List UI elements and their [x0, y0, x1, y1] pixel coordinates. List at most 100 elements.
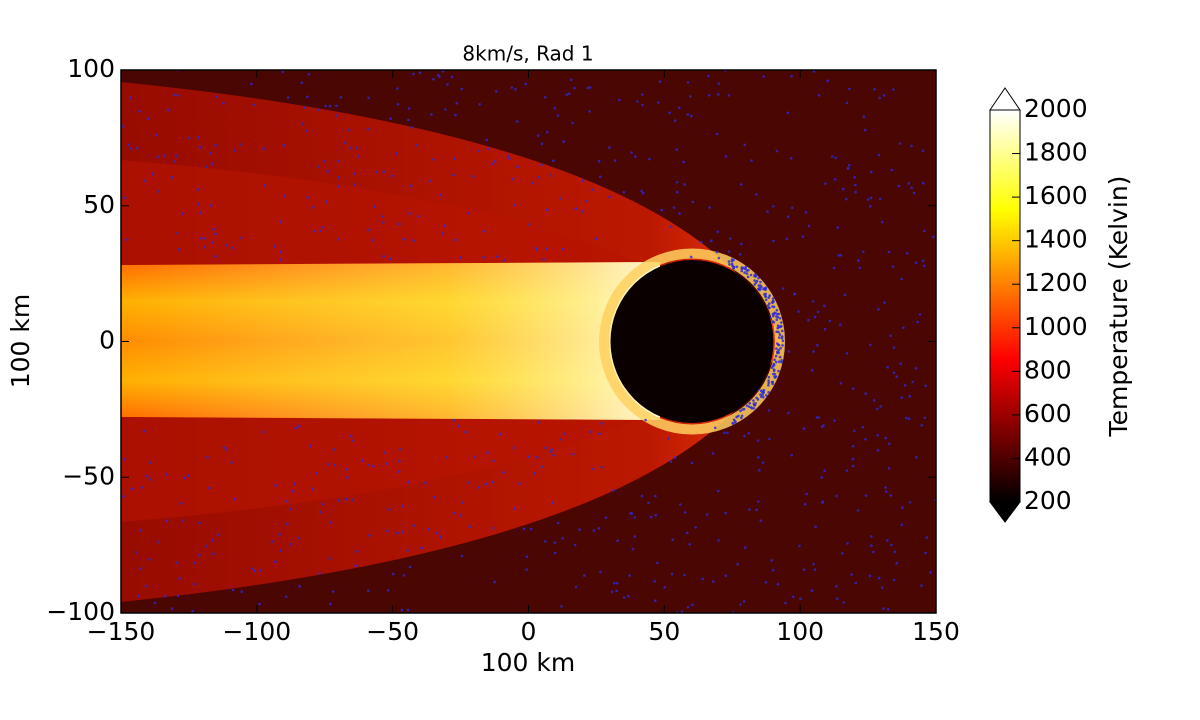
- particle: [401, 504, 404, 508]
- y-tick-label: −100: [46, 597, 115, 626]
- particle: [882, 94, 886, 97]
- particle: [717, 92, 720, 96]
- particle: [667, 437, 670, 440]
- particle: [263, 184, 266, 187]
- particle: [157, 190, 160, 193]
- particle: [715, 250, 719, 254]
- particle: [630, 151, 633, 154]
- particle: [343, 141, 347, 145]
- particle: [567, 92, 571, 96]
- particle: [398, 459, 401, 463]
- particle: [455, 101, 459, 105]
- particle: [477, 486, 480, 489]
- particle: [744, 265, 748, 269]
- y-tick-label: 0: [99, 326, 115, 355]
- particle: [813, 315, 817, 319]
- particle: [618, 98, 621, 102]
- particle: [604, 516, 608, 520]
- particle: [613, 159, 617, 162]
- particle: [589, 430, 593, 434]
- particle: [754, 274, 758, 278]
- particle: [507, 155, 510, 158]
- particle: [412, 524, 416, 527]
- particle: [418, 71, 422, 74]
- particle: [730, 259, 734, 263]
- particle: [231, 588, 235, 592]
- particle: [892, 88, 895, 91]
- particle: [641, 191, 645, 195]
- particle: [636, 100, 639, 103]
- particle: [790, 453, 793, 457]
- particle: [785, 237, 789, 241]
- particle: [553, 541, 557, 544]
- particle: [387, 508, 391, 511]
- particle: [821, 500, 825, 504]
- particle: [832, 266, 836, 270]
- particle: [146, 117, 150, 121]
- particle: [216, 533, 220, 537]
- particle: [289, 507, 292, 511]
- particle: [767, 391, 770, 394]
- particle: [780, 336, 784, 340]
- particle: [316, 108, 320, 112]
- particle: [689, 255, 693, 259]
- particle: [813, 568, 817, 571]
- particle: [432, 495, 436, 499]
- particle: [772, 321, 776, 324]
- particle: [869, 204, 872, 208]
- particle: [545, 247, 549, 250]
- particle: [336, 159, 340, 163]
- particle: [922, 264, 926, 268]
- particle: [197, 203, 200, 206]
- particle: [887, 442, 891, 446]
- particle: [683, 573, 686, 577]
- particle: [148, 558, 151, 561]
- particle: [541, 465, 544, 469]
- particle: [199, 211, 202, 215]
- particle: [837, 254, 840, 257]
- particle: [270, 540, 274, 543]
- particle: [337, 499, 341, 502]
- particle: [383, 451, 386, 454]
- particle: [282, 143, 286, 147]
- particle: [294, 426, 298, 430]
- particle: [750, 407, 754, 410]
- particle: [460, 554, 464, 558]
- particle: [209, 204, 213, 207]
- particle: [823, 469, 826, 473]
- particle: [656, 561, 659, 565]
- particle: [929, 571, 932, 574]
- particle: [895, 375, 898, 379]
- particle: [757, 500, 760, 503]
- particle: [763, 287, 766, 290]
- particle: [851, 457, 855, 461]
- particle: [176, 94, 179, 97]
- particle: [768, 294, 771, 297]
- particle: [778, 317, 782, 320]
- particle: [715, 132, 719, 136]
- particle: [600, 422, 603, 425]
- particle: [274, 484, 278, 487]
- particle: [689, 95, 692, 98]
- particle: [573, 86, 576, 90]
- colorbar-tick-label: 1400: [1024, 225, 1088, 254]
- particle: [878, 197, 882, 201]
- particle: [324, 104, 327, 108]
- particle: [408, 565, 412, 569]
- particle: [590, 188, 594, 192]
- particle: [574, 585, 578, 589]
- particle: [891, 265, 895, 268]
- particle: [122, 495, 125, 498]
- particle: [569, 78, 573, 82]
- particle: [592, 529, 596, 532]
- particle: [654, 599, 657, 602]
- particle: [172, 93, 176, 97]
- particle: [525, 568, 528, 571]
- particle: [742, 600, 746, 603]
- particle: [884, 486, 887, 489]
- colorbar-tick-label: 1000: [1024, 312, 1088, 341]
- particle: [759, 393, 762, 396]
- particle: [734, 420, 737, 423]
- particle: [211, 539, 215, 542]
- particle: [297, 536, 301, 540]
